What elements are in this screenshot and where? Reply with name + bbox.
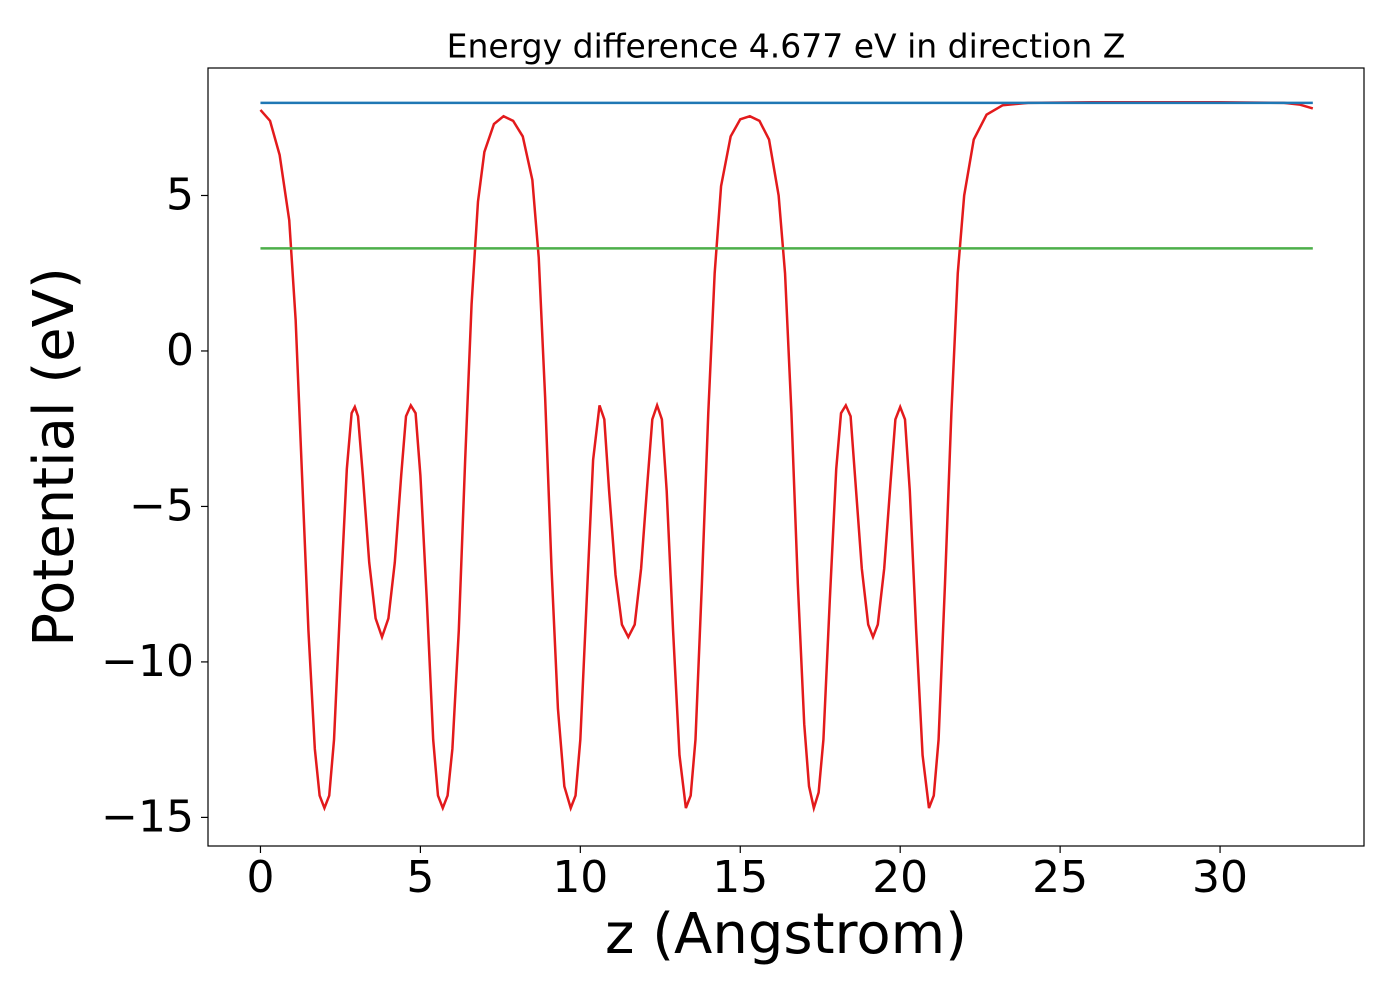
y-tick-label: −10 (101, 636, 194, 687)
x-tick-label: 5 (406, 852, 434, 903)
x-tick-label: 10 (552, 852, 608, 903)
x-tick-label: 30 (1192, 852, 1248, 903)
x-axis-label: z (Angstrom) (605, 902, 967, 967)
y-tick-label: −5 (129, 480, 194, 531)
line (259, 100, 1314, 813)
y-tick-label: 0 (166, 325, 194, 376)
y-tick-label: 5 (166, 169, 194, 220)
x-tick-label: 20 (872, 852, 928, 903)
x-tick-label: 0 (246, 852, 274, 903)
chart-title: Energy difference 4.677 eV in direction … (447, 27, 1126, 66)
y-axis-label: Potential (eV) (22, 267, 87, 647)
y-tick-label: −15 (101, 791, 194, 842)
x-tick-label: 25 (1032, 852, 1088, 903)
x-tick-label: 15 (712, 852, 768, 903)
axes-frame (207, 67, 1365, 847)
